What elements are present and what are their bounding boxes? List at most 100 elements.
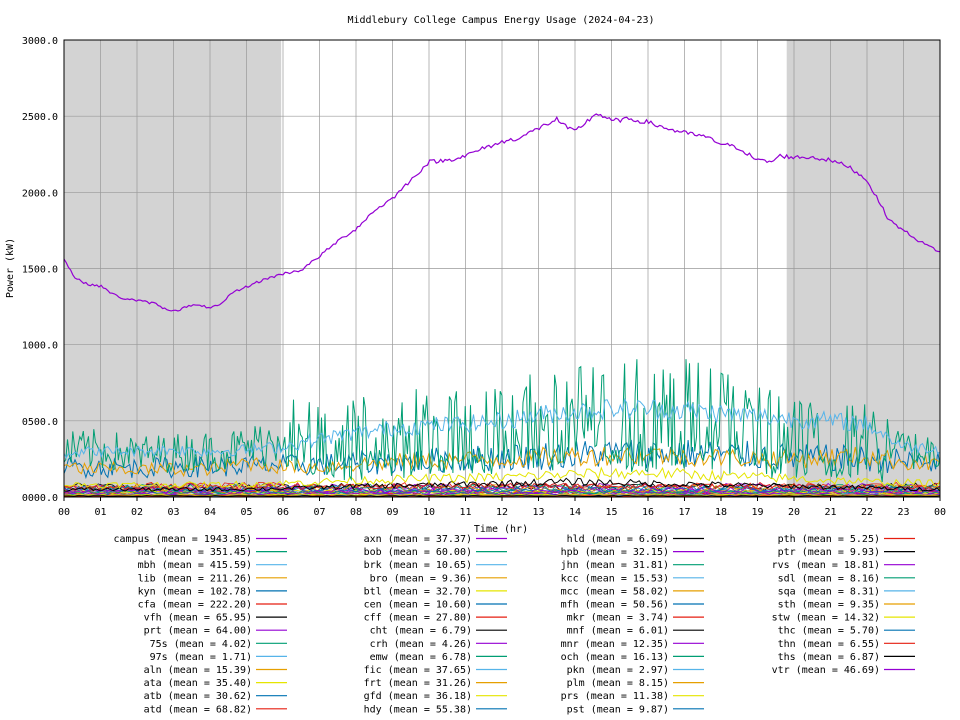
legend-entry: hpb (mean = 32.15) [561, 547, 669, 558]
x-tick-labels: 00 01 02 03 04 05 06 07 08 09 10 11 12 13 14 15 16 17 18 19… [58, 497, 946, 518]
legend-entry: 75s (mean = 4.02) [150, 639, 252, 650]
series-line-bg [63, 493, 941, 497]
series-line-bg [63, 486, 941, 494]
legend-entry: cht (mean = 6.79) [370, 626, 472, 637]
legend-entry: prt (mean = 64.00) [144, 626, 252, 637]
x-tick-label: 12 [496, 507, 508, 518]
series-line-bg [63, 495, 941, 497]
series-line [63, 439, 941, 480]
series-line [63, 482, 941, 491]
x-tick-label: 00 [58, 507, 70, 518]
legend-entry: aln (mean = 15.39) [144, 665, 252, 676]
x-tick-label: 21 [824, 507, 836, 518]
legend-entry: prs (mean = 11.38) [561, 691, 669, 702]
x-tick-label: 23 [897, 507, 909, 518]
legend-entry: cfa (mean = 222.20) [138, 600, 252, 611]
legend-entry: pkn (mean = 2.97) [567, 665, 669, 676]
x-tick-label: 08 [350, 507, 362, 518]
x-tick-label: 06 [277, 507, 289, 518]
series-line [63, 397, 941, 460]
legend-entry: nat (mean = 351.45) [138, 547, 252, 558]
legend-entry: stw (mean = 14.32) [772, 613, 880, 624]
legend-entry: atb (mean = 30.62) [144, 691, 252, 702]
x-tick-label: 01 [94, 507, 106, 518]
legend-entry: mnr (mean = 12.35) [561, 639, 669, 650]
y-tick-label: 2000.0 [22, 188, 58, 199]
x-tick-label: 18 [715, 507, 727, 518]
legend-entry: cff (mean = 27.80) [364, 613, 472, 624]
legend-entry: sqa (mean = 8.31) [778, 586, 880, 597]
chart-title: Middlebury College Campus Energy Usage (… [347, 15, 654, 26]
y-tick-labels: 0000.0 0500.0 1000.0 1500.0 2000.0 2500.0 3000… [22, 36, 58, 504]
series-lines [63, 113, 941, 492]
legend-entry: ptr (mean = 9.93) [778, 547, 880, 558]
legend-entry: crh (mean = 4.26) [370, 639, 472, 650]
legend-entry: mfh (mean = 50.56) [561, 600, 669, 611]
legend-entry: mkr (mean = 3.74) [567, 613, 669, 624]
x-tick-label: 02 [131, 507, 143, 518]
y-tick-label: 1500.0 [22, 265, 58, 276]
y-tick-label: 2500.0 [22, 112, 58, 123]
series-line [63, 466, 941, 489]
legend-entry: rvs (mean = 18.81) [772, 560, 880, 571]
legend-entry: sth (mean = 9.35) [778, 600, 880, 611]
x-tick-label: 00 [934, 507, 946, 518]
series-line [63, 359, 941, 483]
legend-entry: hld (mean = 6.69) [567, 534, 669, 545]
x-tick-label: 09 [386, 507, 398, 518]
x-tick-label: 10 [423, 507, 435, 518]
legend-entry: thc (mean = 5.70) [778, 626, 880, 637]
legend-entry: lib (mean = 211.26) [138, 573, 252, 584]
x-tick-label: 19 [751, 507, 763, 518]
legend-entry: 97s (mean = 1.71) [150, 652, 252, 663]
legend-entry: pst (mean = 9.87) [567, 704, 669, 715]
legend-entry: brk (mean = 10.65) [364, 560, 472, 571]
legend: campus (mean = 1943.85) nat (mean = 351.4… [114, 534, 915, 715]
legend-entry: bob (mean = 60.00) [364, 547, 472, 558]
x-tick-label: 22 [861, 507, 873, 518]
legend-entry: vtr (mean = 46.69) [772, 665, 880, 676]
x-tick-label: 05 [240, 507, 252, 518]
x-tick-label: 20 [788, 507, 800, 518]
legend-entry: kcc (mean = 15.53) [561, 573, 669, 584]
legend-entry: ata (mean = 35.40) [144, 678, 252, 689]
x-tick-label: 04 [204, 507, 216, 518]
legend-entry: thn (mean = 6.55) [778, 639, 880, 650]
legend-entry: gfd (mean = 36.18) [364, 691, 472, 702]
legend-entry: fic (mean = 37.65) [364, 665, 472, 676]
legend-entry: mcc (mean = 58.02) [561, 586, 669, 597]
legend-entry: campus (mean = 1943.85) [114, 534, 252, 545]
y-tick-label: 0000.0 [22, 493, 58, 504]
legend-entry: sdl (mean = 8.16) [778, 573, 880, 584]
x-tick-label: 15 [605, 507, 617, 518]
legend-entry: plm (mean = 8.15) [567, 678, 669, 689]
x-tick-label: 13 [532, 507, 544, 518]
legend-entry: mbh (mean = 415.59) [138, 560, 252, 571]
legend-entry: pth (mean = 5.25) [778, 534, 880, 545]
legend-entry: kyn (mean = 102.78) [138, 586, 252, 597]
x-axis-label: Time (hr) [474, 524, 528, 535]
legend-entry: bro (mean = 9.36) [370, 573, 472, 584]
x-tick-label: 14 [569, 507, 581, 518]
legend-entry: atd (mean = 68.82) [144, 704, 252, 715]
x-tick-label: 03 [167, 507, 179, 518]
series-line [63, 445, 941, 478]
legend-entry: axn (mean = 37.37) [364, 534, 472, 545]
legend-entry: hdy (mean = 55.38) [364, 704, 472, 715]
legend-entry: cen (mean = 10.60) [364, 600, 472, 611]
legend-entry: jhn (mean = 31.81) [561, 560, 669, 571]
y-axis-label: Power (kW) [5, 238, 16, 298]
legend-entry: vfh (mean = 65.95) [144, 613, 252, 624]
y-tick-label: 0500.0 [22, 417, 58, 428]
x-tick-label: 17 [678, 507, 690, 518]
x-tick-label: 16 [642, 507, 654, 518]
legend-entry: mnf (mean = 6.01) [567, 626, 669, 637]
legend-entry: btl (mean = 32.70) [364, 586, 472, 597]
x-tick-label: 07 [313, 507, 325, 518]
y-tick-label: 3000.0 [22, 36, 58, 47]
legend-entry: emw (mean = 6.78) [370, 652, 472, 663]
series-line [63, 113, 941, 312]
x-tick-label: 11 [459, 507, 471, 518]
y-tick-label: 1000.0 [22, 341, 58, 352]
